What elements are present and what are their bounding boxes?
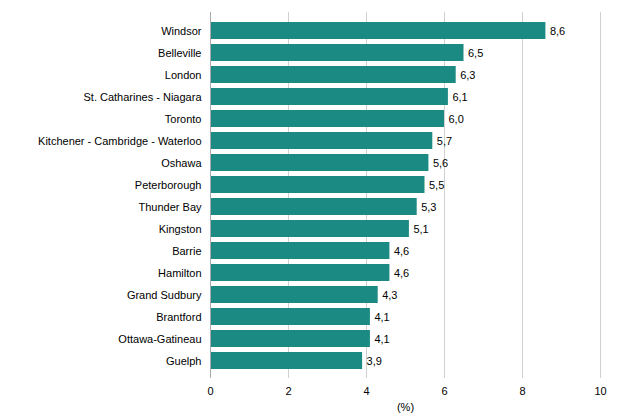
svg-text:Oshawa: Oshawa (161, 157, 202, 169)
svg-text:4,1: 4,1 (374, 333, 389, 345)
svg-text:4,1: 4,1 (374, 311, 389, 323)
svg-text:St. Catharines - Niagara: St. Catharines - Niagara (84, 91, 203, 103)
svg-text:5,3: 5,3 (421, 201, 436, 213)
svg-text:6,1: 6,1 (452, 91, 467, 103)
svg-text:Belleville: Belleville (158, 47, 201, 59)
svg-text:Kingston: Kingston (159, 223, 202, 235)
svg-text:Thunder Bay: Thunder Bay (139, 201, 202, 213)
svg-text:Guelph: Guelph (166, 355, 201, 367)
svg-text:5,6: 5,6 (433, 157, 448, 169)
svg-text:10: 10 (594, 385, 606, 397)
svg-text:Toronto: Toronto (165, 113, 202, 125)
svg-text:London: London (165, 69, 202, 81)
svg-text:4,3: 4,3 (382, 289, 397, 301)
svg-text:4: 4 (363, 385, 369, 397)
svg-text:Hamilton: Hamilton (158, 267, 201, 279)
svg-text:4,6: 4,6 (394, 245, 409, 257)
svg-text:4,6: 4,6 (394, 267, 409, 279)
svg-text:Windsor: Windsor (161, 25, 202, 37)
svg-text:5,1: 5,1 (413, 223, 428, 235)
svg-text:2: 2 (285, 385, 291, 397)
svg-text:Ottawa-Gatineau: Ottawa-Gatineau (118, 333, 201, 345)
svg-text:Kitchener - Cambridge - Waterl: Kitchener - Cambridge - Waterloo (38, 135, 201, 147)
svg-text:6: 6 (441, 385, 447, 397)
svg-text:Barrie: Barrie (172, 245, 201, 257)
svg-text:6,3: 6,3 (460, 69, 475, 81)
svg-text:0: 0 (207, 385, 213, 397)
svg-text:Peterborough: Peterborough (135, 179, 202, 191)
svg-text:Brantford: Brantford (156, 311, 201, 323)
svg-text:Grand Sudbury: Grand Sudbury (127, 289, 202, 301)
svg-text:6,5: 6,5 (468, 47, 483, 59)
svg-text:5,7: 5,7 (437, 135, 452, 147)
svg-text:(%): (%) (397, 401, 414, 413)
svg-text:5,5: 5,5 (429, 179, 444, 191)
svg-text:3,9: 3,9 (367, 355, 382, 367)
svg-text:6,0: 6,0 (449, 113, 464, 125)
svg-text:8: 8 (519, 385, 525, 397)
svg-text:8,6: 8,6 (550, 25, 565, 37)
